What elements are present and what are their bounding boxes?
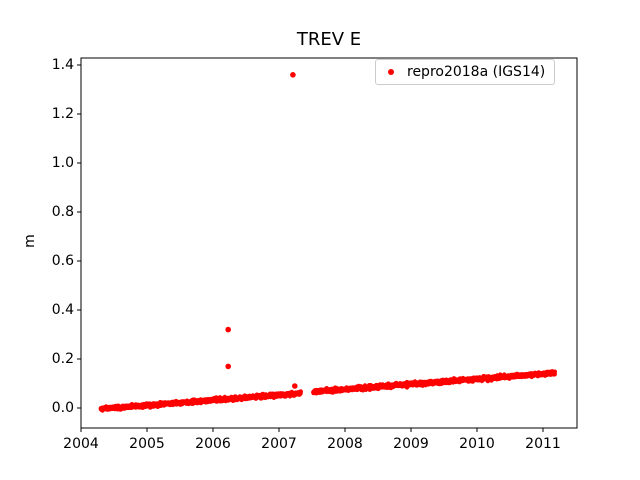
chart-title: TREV E xyxy=(296,29,362,50)
x-tick-label: 2008 xyxy=(327,436,363,452)
x-tick-label: 2011 xyxy=(525,436,561,452)
y-tick-label: 0.0 xyxy=(51,400,74,416)
outlier-point xyxy=(225,326,231,333)
y-tick-label: 1.0 xyxy=(51,155,74,171)
x-tick-label: 2005 xyxy=(129,436,165,452)
y-tick-label: 1.2 xyxy=(51,106,74,122)
x-tick-label: 2004 xyxy=(63,436,99,452)
legend: repro2018a (IGS14) xyxy=(375,59,556,85)
legend-marker-dot xyxy=(388,69,394,75)
scatter-points xyxy=(98,72,557,413)
outlier-point xyxy=(292,383,298,389)
y-tick-label: 0.2 xyxy=(51,351,74,367)
x-tick-label: 2009 xyxy=(393,436,429,452)
y-tick-label: 0.6 xyxy=(51,253,74,269)
x-tick-label: 2006 xyxy=(195,436,231,452)
outlier-point xyxy=(290,72,296,78)
x-tick-label: 2010 xyxy=(459,436,495,452)
y-axis-label: m xyxy=(22,234,38,248)
x-tick-label: 2007 xyxy=(261,436,297,452)
y-tick-label: 0.8 xyxy=(51,204,74,220)
y-tick-label: 0.4 xyxy=(51,302,74,318)
outlier-point xyxy=(225,363,231,370)
tick-marks xyxy=(77,64,544,432)
legend-label: repro2018a (IGS14) xyxy=(407,64,546,80)
y-tick-label: 1.4 xyxy=(51,57,74,73)
axes-frame xyxy=(80,57,578,429)
